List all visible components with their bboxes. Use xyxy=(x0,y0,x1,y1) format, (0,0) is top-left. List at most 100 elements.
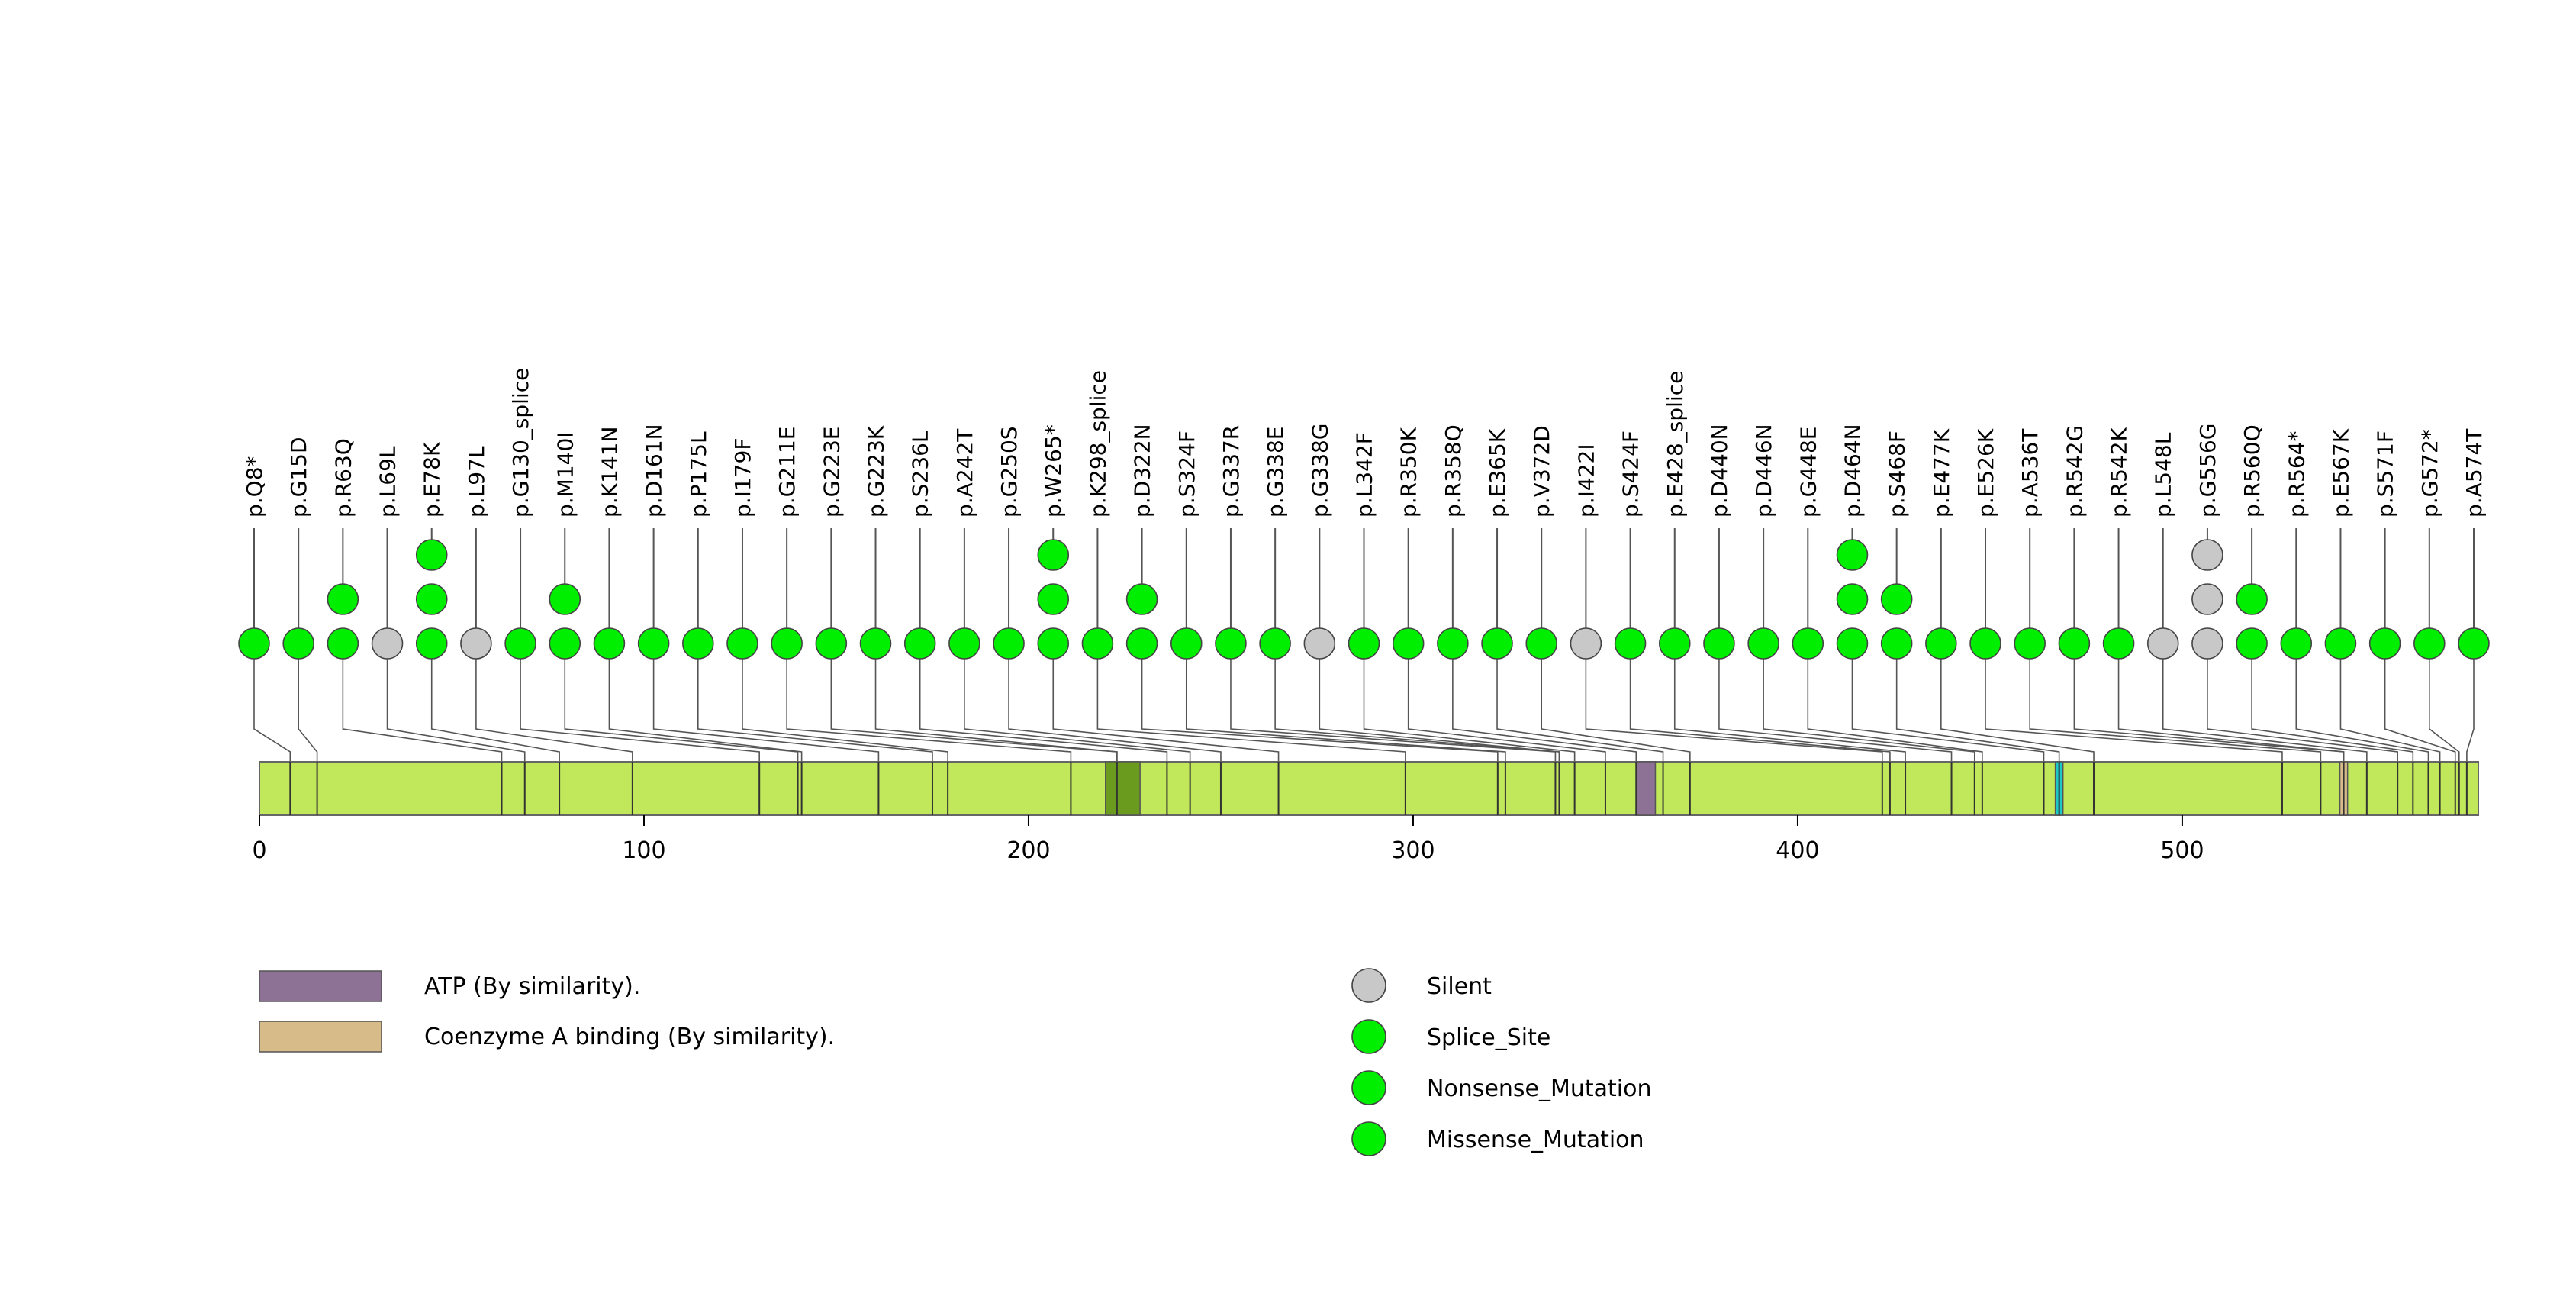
lollipop-head xyxy=(2102,627,2135,660)
mutation-label: p.A574T xyxy=(2462,428,2487,518)
connector-line xyxy=(1851,659,2045,762)
connector-line xyxy=(1141,659,1499,762)
lollipop-head xyxy=(2146,627,2179,660)
mutation-label: p.R542G xyxy=(2062,425,2087,518)
connector-line xyxy=(1985,659,2283,762)
lollipop-head xyxy=(1170,627,1203,660)
connector-line xyxy=(874,659,1118,762)
lollipop-head xyxy=(2324,627,2357,660)
mutation-label: p.W265* xyxy=(1041,424,1066,518)
mutation-label: p.G337R xyxy=(1219,425,1244,518)
lollipop-head xyxy=(1614,627,1647,660)
lollipop-head xyxy=(993,627,1025,660)
lollipop-head xyxy=(415,627,448,660)
connector-line xyxy=(1541,659,1691,762)
lollipop-head xyxy=(948,627,980,660)
connector-line xyxy=(475,659,633,762)
lollipop-head xyxy=(1747,627,1779,660)
mutation-label: p.K298_splice xyxy=(1085,370,1110,518)
mutation-label: p.G250S xyxy=(997,426,1022,518)
legend-type-label: Nonsense_Mutation xyxy=(1427,1076,1652,1102)
connector-line xyxy=(520,659,760,762)
mutation-label: p.P175L xyxy=(686,431,711,518)
connector-line xyxy=(652,659,880,762)
legend-type-marker xyxy=(1351,968,1386,1003)
lollipop-head xyxy=(371,627,404,660)
lollipop-head xyxy=(1880,627,1913,660)
connector-line xyxy=(1718,659,1953,762)
connector-line xyxy=(342,659,503,762)
x-tick-label: 400 xyxy=(1776,837,1819,864)
lollipop-head xyxy=(1481,627,1513,660)
lollipop-head xyxy=(1525,627,1558,660)
lollipop-head xyxy=(1836,583,1869,615)
lollipop-head xyxy=(771,627,803,660)
connector-line xyxy=(919,659,1168,762)
mutation-label: p.Q8* xyxy=(242,456,267,518)
domain-region-2 xyxy=(1105,761,1141,816)
mutation-label: p.L548L xyxy=(2151,432,2176,518)
legend-type-label: Splice_Site xyxy=(1427,1024,1550,1051)
mutation-label: p.M140I xyxy=(552,431,578,518)
legend-type-label: Silent xyxy=(1427,973,1492,1000)
connector-line xyxy=(1629,659,1891,762)
legend-domain-swatch xyxy=(259,970,382,1002)
mutation-label: p.G448E xyxy=(1795,426,1821,518)
mutation-label: p.G556G xyxy=(2195,423,2220,518)
mutation-label: p.E428_splice xyxy=(1663,371,1688,518)
x-tick-label: 0 xyxy=(252,837,266,864)
mutation-label: p.D440N xyxy=(1707,424,1732,518)
lollipop-head xyxy=(282,627,314,660)
mutation-label: p.R542K xyxy=(2107,427,2132,518)
mutation-label: p.E567K xyxy=(2328,428,2353,518)
connector-line xyxy=(1185,659,1506,762)
legend-type-label: Missense_Mutation xyxy=(1427,1127,1644,1153)
protein-bar xyxy=(259,761,2479,816)
connector-line xyxy=(564,659,799,762)
connector-line xyxy=(298,659,318,762)
legend-domain-swatch xyxy=(259,1021,382,1053)
lollipop-head xyxy=(726,627,758,660)
lollipop-stems xyxy=(253,528,2475,628)
connector-line xyxy=(430,659,560,762)
connector-line xyxy=(1452,659,1637,762)
connector-line xyxy=(1230,659,1557,762)
lollipop-head xyxy=(593,627,626,660)
connector-line xyxy=(1363,659,1576,762)
connector-line xyxy=(2117,659,2345,762)
mutation-label: p.G211E xyxy=(774,426,800,518)
connector-line xyxy=(964,659,1191,762)
mutation-label: p.E365K xyxy=(1485,428,1510,518)
mutation-label: p.L97L xyxy=(464,446,489,518)
connector-line xyxy=(1052,659,1280,762)
mutation-label: p.E477K xyxy=(1929,428,1954,518)
mutation-label: p.S324F xyxy=(1174,431,1199,518)
lollipop-heads xyxy=(238,539,2490,660)
mutation-label: p.G223K xyxy=(864,425,889,518)
lollipop-head xyxy=(1215,627,1247,660)
lollipop-head xyxy=(1570,627,1602,660)
lollipop-head xyxy=(327,583,359,615)
connector-line xyxy=(742,659,948,762)
lollipop-head xyxy=(815,627,848,660)
mutation-label: p.E78K xyxy=(420,442,445,518)
lollipop-head xyxy=(903,627,936,660)
legend-type-marker xyxy=(1351,1070,1386,1105)
connector-line xyxy=(1763,659,1975,762)
mutation-label: p.D446N xyxy=(1751,424,1776,518)
legend-type-marker xyxy=(1351,1019,1386,1054)
mutation-label: p.D464N xyxy=(1840,424,1865,518)
lollipop-head xyxy=(1880,583,1913,615)
lollipop-head xyxy=(1303,627,1336,660)
lollipop-head xyxy=(1658,627,1691,660)
x-axis: 0 100 200 300 400 500 xyxy=(252,815,2204,864)
mutation-label: p.S424F xyxy=(1618,431,1644,518)
connector-line xyxy=(2339,659,2441,762)
connector-line xyxy=(1895,659,2060,762)
connector-line xyxy=(1585,659,1883,762)
lollipop-head xyxy=(681,627,714,660)
connector-line xyxy=(786,659,1072,762)
mutation-label: p.R350K xyxy=(1396,427,1422,518)
lollipop-head xyxy=(2236,627,2268,660)
